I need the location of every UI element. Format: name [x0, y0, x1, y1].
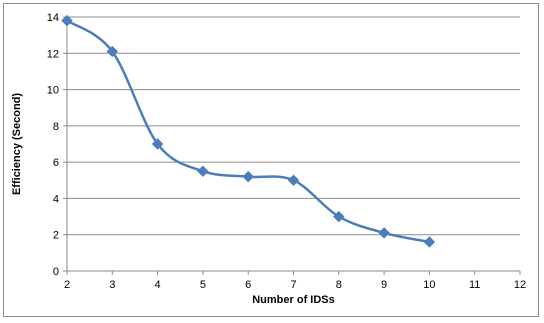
x-tick-label-4: 4: [155, 279, 161, 291]
x-tick-label-3: 3: [109, 279, 115, 291]
y-tick-label-0: 0: [53, 266, 59, 278]
series-layer: [61, 14, 436, 248]
y-tick-label-10: 10: [47, 85, 59, 97]
x-tick-label-11: 11: [469, 279, 480, 291]
axes: [63, 16, 521, 275]
y-tick-label-4: 4: [53, 193, 59, 205]
data-point-5: [197, 165, 209, 177]
data-point-4: [151, 138, 164, 150]
x-tick-label-8: 8: [336, 279, 342, 291]
x-tick-label-10: 10: [423, 279, 435, 291]
y-tick-label-12: 12: [47, 48, 59, 60]
y-tick-label-6: 6: [53, 157, 59, 169]
x-tick-label-12: 12: [514, 279, 526, 291]
data-point-6: [242, 170, 254, 183]
x-tick-label-2: 2: [64, 279, 70, 291]
data-point-8: [333, 210, 345, 223]
x-axis-title: Number of IDSs: [252, 294, 335, 306]
data-point-10: [423, 236, 436, 248]
y-tick-label-8: 8: [53, 121, 59, 133]
data-point-9: [378, 227, 390, 239]
series-line-0: [66, 19, 430, 244]
x-tick-label-5: 5: [200, 279, 206, 291]
x-tick-label-6: 6: [245, 279, 251, 291]
grid-lines: [67, 16, 520, 236]
data-point-2: [61, 14, 73, 27]
data-point-7: [287, 174, 300, 186]
x-tick-label-7: 7: [290, 279, 296, 291]
y-tick-label-14: 14: [47, 12, 59, 24]
x-tick-label-9: 9: [381, 279, 387, 291]
data-point-3: [106, 45, 119, 58]
y-axis-title: Efficiency (Second): [11, 93, 23, 195]
y-tick-label-2: 2: [53, 230, 59, 242]
chart-frame: [3, 3, 539, 317]
